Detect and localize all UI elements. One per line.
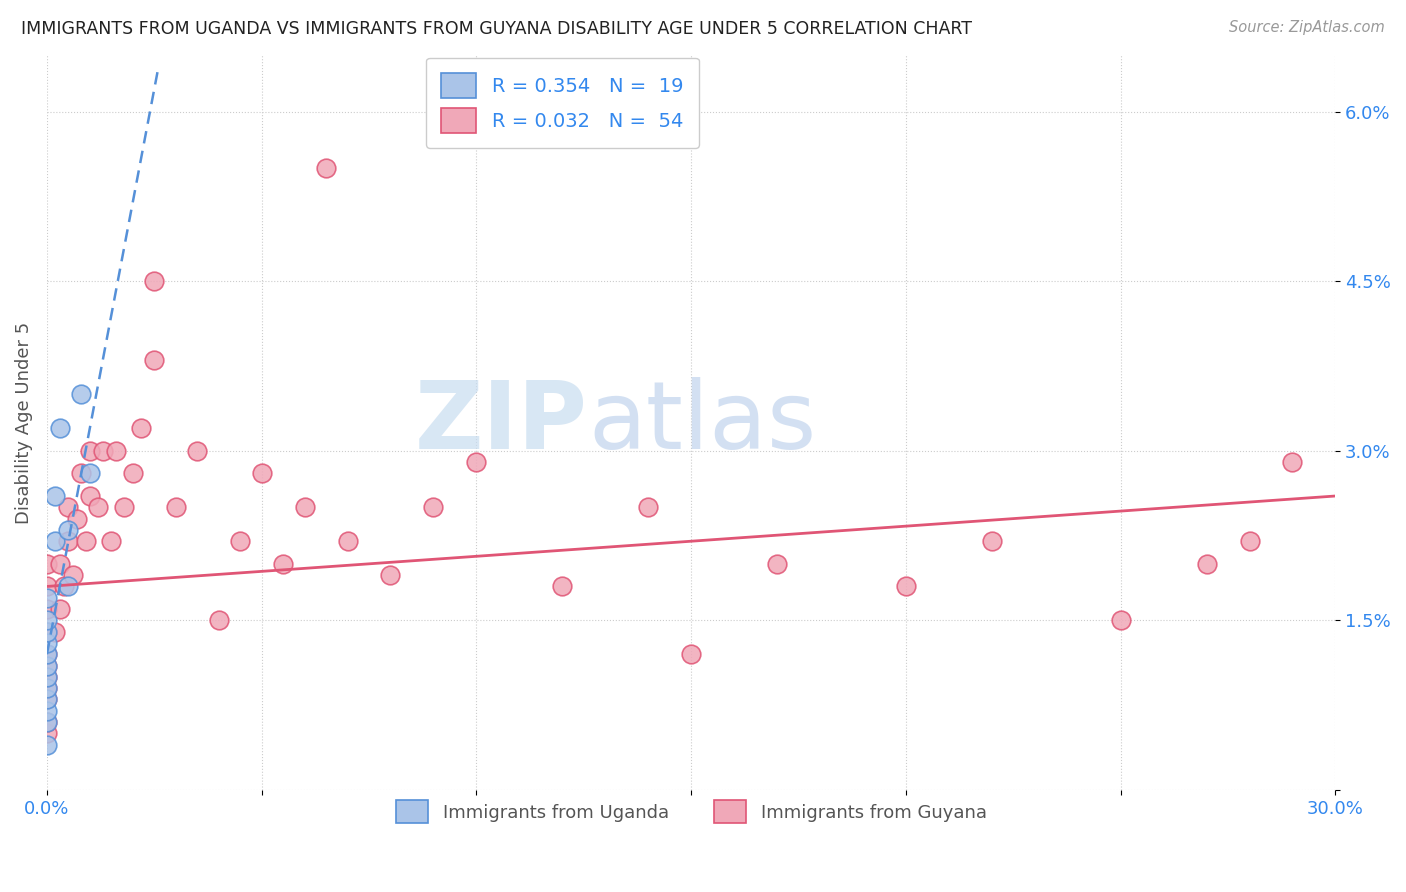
Point	[681, 647, 703, 661]
Point	[79, 489, 101, 503]
Point	[49, 421, 72, 435]
Point	[35, 726, 58, 740]
Point	[35, 557, 58, 571]
Point	[35, 602, 58, 616]
Point	[35, 613, 58, 627]
Point	[35, 715, 58, 730]
Point	[35, 692, 58, 706]
Y-axis label: Disability Age Under 5: Disability Age Under 5	[15, 321, 32, 524]
Point	[70, 387, 93, 401]
Point	[186, 443, 208, 458]
Point	[551, 579, 574, 593]
Point	[62, 568, 84, 582]
Point	[131, 421, 153, 435]
Point	[58, 579, 80, 593]
Point	[121, 467, 143, 481]
Point	[35, 647, 58, 661]
Point	[100, 534, 122, 549]
Point	[336, 534, 359, 549]
Point	[35, 647, 58, 661]
Point	[66, 511, 89, 525]
Point	[165, 500, 187, 515]
Point	[250, 467, 273, 481]
Point	[766, 557, 789, 571]
Point	[1281, 455, 1303, 469]
Point	[422, 500, 444, 515]
Point	[35, 738, 58, 752]
Point	[143, 353, 166, 368]
Point	[380, 568, 402, 582]
Point	[1109, 613, 1132, 627]
Point	[58, 500, 80, 515]
Point	[58, 523, 80, 537]
Point	[208, 613, 231, 627]
Point	[35, 681, 58, 695]
Point	[44, 534, 66, 549]
Point	[35, 636, 58, 650]
Point	[112, 500, 135, 515]
Point	[79, 443, 101, 458]
Text: Source: ZipAtlas.com: Source: ZipAtlas.com	[1229, 20, 1385, 35]
Text: IMMIGRANTS FROM UGANDA VS IMMIGRANTS FROM GUYANA DISABILITY AGE UNDER 5 CORRELAT: IMMIGRANTS FROM UGANDA VS IMMIGRANTS FRO…	[21, 20, 972, 37]
Point	[75, 534, 97, 549]
Point	[35, 670, 58, 684]
Point	[637, 500, 659, 515]
Point	[49, 602, 72, 616]
Point	[35, 624, 58, 639]
Point	[271, 557, 294, 571]
Point	[229, 534, 252, 549]
Point	[35, 692, 58, 706]
Point	[1239, 534, 1261, 549]
Point	[465, 455, 488, 469]
Point	[294, 500, 316, 515]
Point	[104, 443, 127, 458]
Text: atlas: atlas	[588, 376, 817, 468]
Point	[315, 161, 337, 176]
Point	[143, 274, 166, 288]
Point	[35, 658, 58, 673]
Point	[58, 534, 80, 549]
Point	[35, 579, 58, 593]
Point	[44, 624, 66, 639]
Point	[49, 557, 72, 571]
Legend: Immigrants from Uganda, Immigrants from Guyana: Immigrants from Uganda, Immigrants from …	[382, 788, 1000, 836]
Point	[980, 534, 1002, 549]
Point	[53, 579, 76, 593]
Point	[1195, 557, 1218, 571]
Point	[79, 467, 101, 481]
Text: ZIP: ZIP	[415, 376, 588, 468]
Point	[35, 670, 58, 684]
Point	[35, 591, 58, 605]
Point	[44, 489, 66, 503]
Point	[35, 704, 58, 718]
Point	[91, 443, 114, 458]
Point	[894, 579, 917, 593]
Point	[35, 624, 58, 639]
Point	[35, 715, 58, 730]
Point	[70, 467, 93, 481]
Point	[87, 500, 110, 515]
Point	[35, 658, 58, 673]
Point	[35, 681, 58, 695]
